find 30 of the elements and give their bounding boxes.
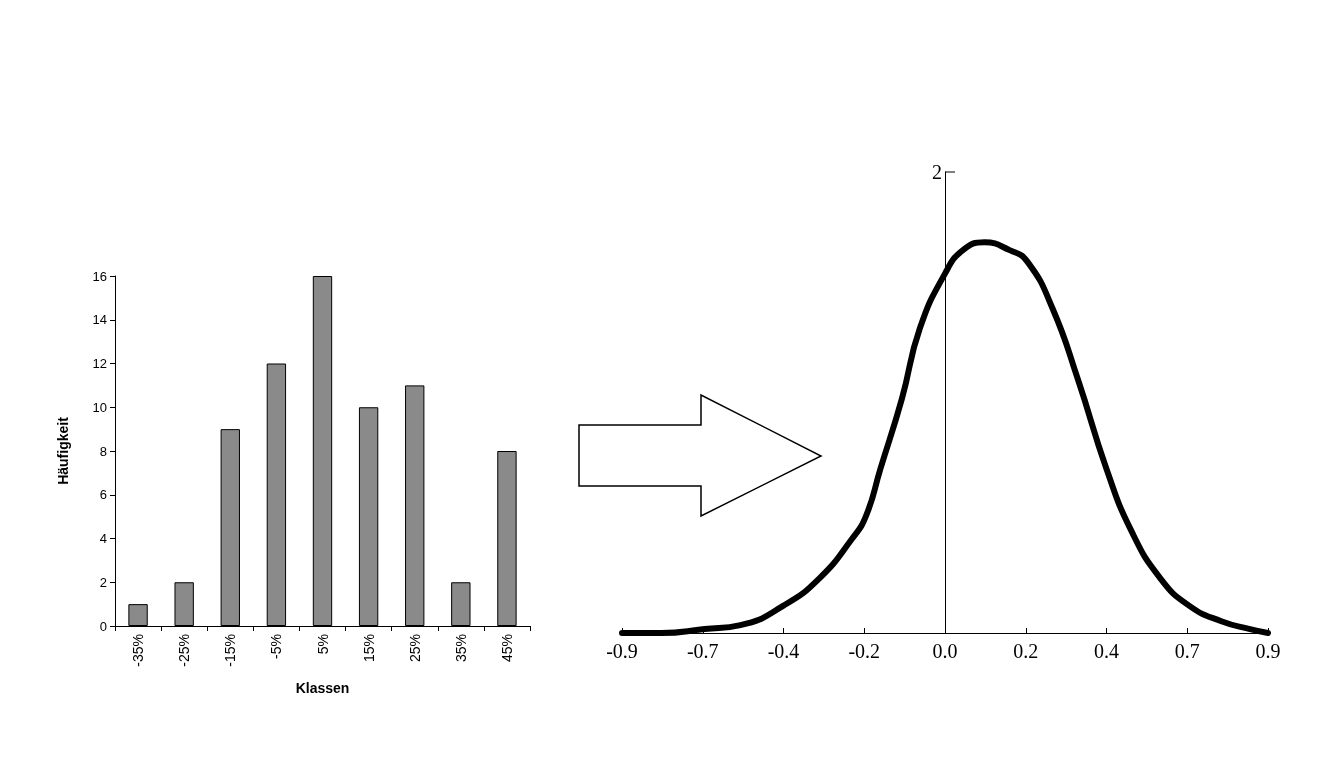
y-tick-label: 10 [92,399,107,415]
x-tick-label: 5% [314,634,331,655]
x-tick-label: 25% [406,634,423,663]
x-axis-title: Klassen [295,680,350,696]
x-tick-label: 0.0 [932,640,958,662]
x-tick-label: -0.2 [848,640,881,662]
x-tick-label: 45% [498,634,515,663]
x-tick-label: -0.9 [606,640,638,662]
y-tick-label: 6 [99,487,107,503]
x-tick-label: 15% [360,634,377,663]
x-tick-label: -15% [222,634,239,667]
x-tick-label: 0.7 [1174,640,1200,662]
x-tick-label: 0.4 [1094,640,1119,662]
x-tick-label: 0.9 [1255,640,1281,662]
y-tick-label: 4 [99,531,107,546]
x-tick-label: 35% [452,634,469,663]
y-tick-label: 0 [99,618,107,634]
y-tick-label: 16 [92,268,107,284]
x-tick-label: -0.7 [686,640,719,662]
y-tick-label: 2 [99,574,107,590]
x-tick-label: -35% [130,634,147,667]
y-tick-label: 12 [92,356,107,371]
y-axis-title: Häufigkeit [55,416,71,485]
x-tick-label: 0.2 [1013,640,1039,662]
x-tick-label: -0.4 [767,640,800,662]
y-tick-label: 8 [99,443,107,459]
y-tick-label: 14 [92,312,107,328]
x-tick-label: -25% [176,634,193,667]
x-tick-label: -5% [268,634,285,659]
text: 2 [932,161,942,183]
